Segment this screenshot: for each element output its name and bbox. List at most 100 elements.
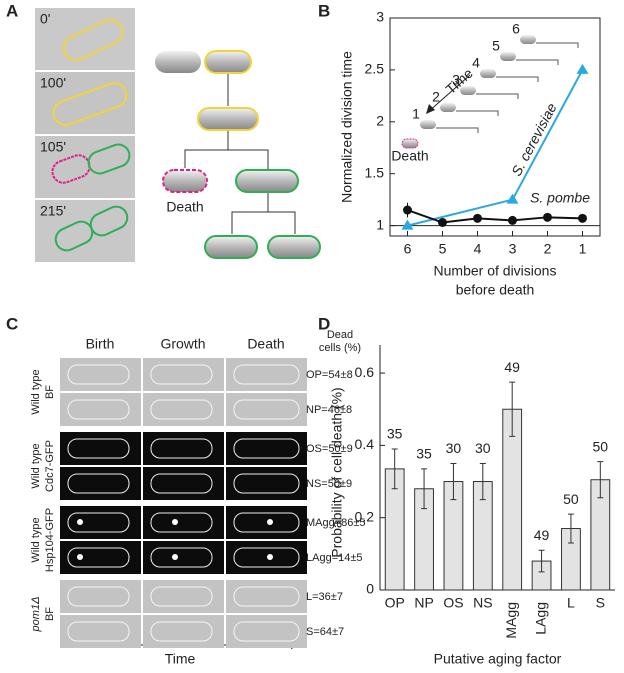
- inset-bracket: [436, 127, 479, 133]
- micrograph: [35, 8, 135, 70]
- y-tick-label: 2: [376, 113, 384, 129]
- dead-cell-value: OP=54±8: [306, 369, 353, 381]
- inset-cell: [480, 69, 496, 78]
- micrograph: [226, 506, 307, 539]
- error-bar: [450, 462, 457, 501]
- micrograph: [226, 358, 307, 391]
- row-label: Wild type: [30, 517, 42, 562]
- inset-dead-cell: [401, 138, 419, 149]
- cell-outline: [67, 621, 130, 642]
- column-header: Dead: [327, 329, 353, 341]
- cell-outline: [150, 438, 213, 459]
- cell-outline: [67, 364, 130, 385]
- inset-bracket: [536, 42, 579, 48]
- x-tick-label: 6: [404, 241, 412, 257]
- row-label: pom1Δ: [30, 597, 42, 633]
- count-label: 49: [504, 359, 520, 375]
- cell: [204, 50, 252, 74]
- x-axis-label: before death: [456, 282, 535, 298]
- cell-outline: [233, 399, 300, 420]
- micrograph: [60, 541, 141, 574]
- error-bar: [509, 381, 516, 437]
- aggregate: [77, 554, 83, 560]
- marker: [543, 212, 552, 222]
- inset-label: 4: [472, 55, 480, 71]
- x-tick-label: 2: [544, 241, 552, 257]
- micrograph: [143, 580, 224, 613]
- row-label: BF: [44, 607, 56, 621]
- micrograph: [226, 615, 307, 648]
- count-label: 30: [446, 440, 462, 456]
- y-axis-label: Probability of cell death (%): [329, 387, 345, 557]
- marker: [508, 215, 517, 225]
- cell: [204, 235, 258, 259]
- error-bar: [538, 549, 545, 573]
- count-label: 35: [416, 446, 432, 462]
- micrograph: [60, 580, 141, 613]
- y-tick-label: 1.5: [365, 164, 385, 180]
- micrograph: [60, 432, 141, 465]
- cell-outline: [233, 512, 300, 533]
- cell-outline: [150, 364, 213, 385]
- error-bar: [597, 461, 604, 499]
- x-tick-label: L: [567, 595, 575, 611]
- inset-label: 3: [452, 72, 460, 88]
- micrograph: [143, 358, 224, 391]
- micrograph: [60, 615, 141, 648]
- panel-label: A: [6, 1, 18, 20]
- marker: [403, 205, 412, 215]
- column-header: Death: [247, 336, 284, 352]
- panel-a: 0' 100' 105' 215' Death: [35, 8, 321, 262]
- inset-bracket: [456, 110, 499, 116]
- inset-cell: [500, 52, 516, 61]
- cell-outline: [62, 18, 124, 62]
- time-label: 215': [40, 203, 66, 219]
- row-label: BF: [44, 385, 56, 399]
- inset-bracket: [476, 93, 519, 99]
- cell-outline: [150, 586, 213, 607]
- inset-cell: [440, 103, 456, 112]
- x-axis-label: Number of divisions: [434, 263, 557, 279]
- dead-cell-value: NP=46±8: [306, 404, 352, 416]
- y-tick-label: 0: [366, 581, 374, 597]
- column-header: cells (%): [319, 342, 361, 354]
- cell-outline: [233, 473, 300, 494]
- cell-outline: [150, 621, 213, 642]
- aggregate: [172, 519, 178, 525]
- marker: [576, 63, 589, 74]
- time-label: Time: [165, 651, 196, 667]
- y-tick-label: 3: [376, 9, 384, 25]
- tree-line: [184, 62, 296, 234]
- y-tick-label: 1: [376, 216, 384, 232]
- y-tick-label: 2.5: [365, 61, 385, 77]
- aggregate: [267, 519, 273, 525]
- count-label: 50: [593, 438, 609, 454]
- marker: [401, 219, 414, 230]
- cell: [155, 51, 201, 73]
- x-tick-label: S: [596, 595, 605, 611]
- inset-label: 1: [412, 106, 420, 122]
- micrograph: [60, 506, 141, 539]
- column-header: Birth: [86, 336, 115, 352]
- cell-outline: [233, 364, 300, 385]
- inset-label: 5: [492, 38, 500, 54]
- inset-bracket: [496, 76, 539, 82]
- cell: [197, 107, 259, 131]
- cell-outline: [87, 143, 131, 175]
- cell-outline: [67, 547, 130, 568]
- x-tick-label: 5: [439, 241, 447, 257]
- count-label: 35: [387, 426, 403, 442]
- y-tick-label: 0.4: [355, 436, 375, 452]
- cell-outline: [233, 586, 300, 607]
- cell-outline: [67, 473, 130, 494]
- x-tick-label: NP: [414, 595, 433, 611]
- cell: [267, 235, 321, 259]
- count-label: 30: [475, 440, 491, 456]
- arrowhead: [426, 104, 435, 114]
- dead-cell-value: L=36±7: [306, 591, 343, 603]
- cell-outline: [67, 512, 130, 533]
- micrograph: [35, 72, 135, 134]
- x-tick-label: 3: [509, 241, 517, 257]
- time-label: 0': [40, 11, 50, 27]
